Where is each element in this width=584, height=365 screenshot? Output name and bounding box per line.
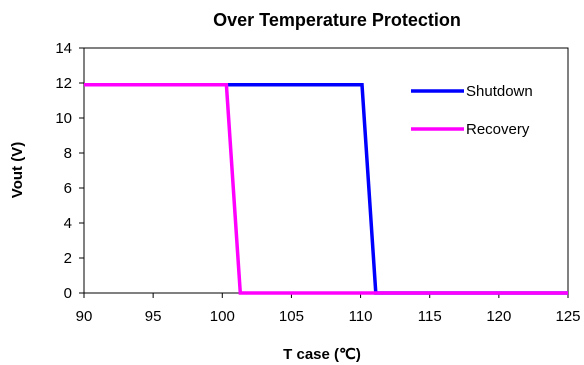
x-tick-label: 115 [418,308,442,325]
y-tick-label: 2 [64,250,72,267]
y-tick-label: 4 [64,215,72,232]
y-axis-label: Vout (V) [9,142,26,198]
series-line-shutdown [84,83,568,295]
y-tick-label: 8 [64,145,72,162]
x-tick-label: 105 [279,308,304,325]
y-tick-label: 6 [64,180,72,197]
x-tick-label: 120 [486,308,511,325]
x-tick-label: 110 [349,308,373,325]
y-tick-label: 12 [55,75,72,92]
chart-title: Over Temperature Protection [213,10,461,30]
y-tick-label: 0 [64,285,72,302]
y-axis-ticks: 0 2 4 6 8 10 12 14 [55,40,84,302]
legend: Shutdown Recovery [411,83,533,138]
y-tick-label: 10 [55,110,72,127]
legend-label-recovery: Recovery [466,121,530,138]
x-tick-label: 100 [210,308,235,325]
series-line-recovery [84,83,568,295]
x-tick-label: 125 [555,308,580,325]
x-tick-label: 95 [145,308,162,325]
y-tick-label: 14 [55,40,72,57]
series-lines [84,83,568,295]
legend-label-shutdown: Shutdown [466,83,533,100]
x-tick-label: 90 [76,308,93,325]
x-axis-ticks: 90 95 100 105 110 115 120 125 [76,293,581,325]
x-axis-label: T case (℃) [283,346,361,363]
